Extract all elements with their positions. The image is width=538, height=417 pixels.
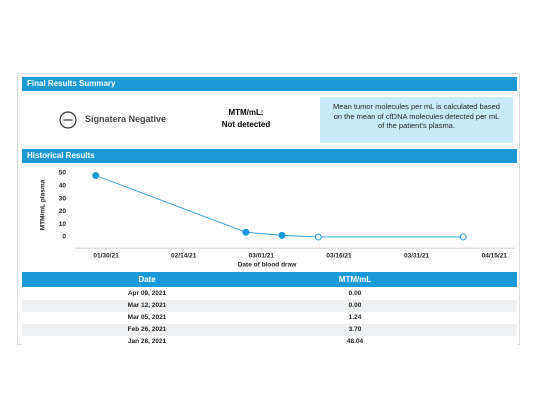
section-header: Historical Results bbox=[22, 149, 517, 163]
y-tick-label: 30 bbox=[59, 195, 67, 202]
result-text: Signatera Negative bbox=[85, 114, 167, 124]
section-header: Final Results Summary bbox=[22, 77, 517, 91]
table-cell: 3.70 bbox=[348, 326, 362, 333]
table-cell: Mar 05, 2021 bbox=[127, 314, 167, 321]
metric-value: Not detected bbox=[221, 120, 271, 129]
column-header: MTM/mL bbox=[338, 275, 372, 284]
y-tick-label: 0 bbox=[62, 234, 66, 241]
data-point bbox=[459, 233, 467, 241]
y-tick-label: 20 bbox=[59, 208, 67, 215]
table-header bbox=[22, 272, 517, 287]
x-tick-label: 01/30/21 bbox=[93, 253, 119, 260]
x-tick-label: 02/14/21 bbox=[171, 253, 197, 260]
data-point bbox=[242, 228, 250, 236]
table-cell: 0.00 bbox=[348, 290, 362, 297]
series-line bbox=[95, 175, 464, 238]
x-tick-label: 03/01/21 bbox=[249, 253, 275, 260]
y-tick-label: 10 bbox=[59, 221, 67, 228]
x-tick-label: 03/31/21 bbox=[404, 253, 430, 260]
table-cell: Feb 26, 2021 bbox=[127, 326, 167, 333]
table-row: Mar 05, 2021 1.24 bbox=[22, 312, 517, 324]
table-row: Mar 12, 2021 0.00 bbox=[22, 300, 517, 312]
data-point bbox=[92, 171, 100, 179]
table-cell: 1.24 bbox=[348, 314, 362, 321]
y-tick-label: 40 bbox=[59, 182, 67, 189]
data-point bbox=[314, 233, 322, 241]
x-axis-title: Date of blood draw bbox=[238, 262, 297, 269]
metric-label: MTM/mL: bbox=[228, 108, 264, 117]
negative-icon bbox=[59, 111, 77, 129]
table-cell: 48.04 bbox=[346, 338, 364, 345]
table-cell: 0.00 bbox=[348, 302, 362, 309]
x-tick-label: 04/15/21 bbox=[482, 253, 508, 260]
info-box: Mean tumor molecules per mL is calculate… bbox=[320, 97, 513, 143]
data-point bbox=[278, 231, 286, 239]
table-row: Apr 09, 2021 0.00 bbox=[22, 288, 517, 300]
y-axis-title: MTM/mL plasma bbox=[40, 179, 47, 230]
table-cell: Mar 12, 2021 bbox=[127, 302, 167, 309]
table-row: Feb 26, 2021 3.70 bbox=[22, 324, 517, 336]
x-tick-label: 03/16/21 bbox=[326, 253, 352, 260]
table-cell: Jan 28, 2021 bbox=[127, 338, 167, 345]
column-header: Date bbox=[138, 275, 156, 284]
table-cell: Apr 09, 2021 bbox=[127, 290, 167, 297]
table-row: Jan 28, 2021 48.04 bbox=[22, 336, 517, 348]
y-tick-label: 50 bbox=[59, 170, 67, 177]
